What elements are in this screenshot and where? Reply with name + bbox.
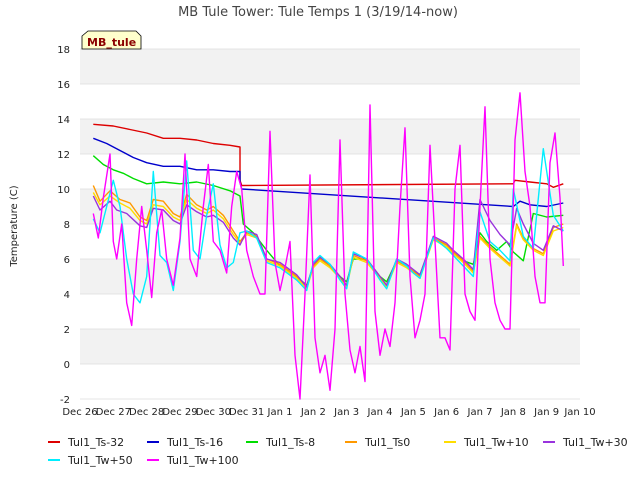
y-tick-label: 16	[57, 80, 70, 91]
x-tick-label: Dec 29	[162, 407, 197, 418]
series-line-tul1-ts-16	[93, 137, 564, 208]
series-line-tul1-tw-100	[92, 92, 564, 400]
chart-title: MB Tule Tower: Tule Temps 1 (3/19/14-now…	[178, 5, 458, 20]
series-line-tul1-ts0	[92, 185, 564, 288]
x-tick-label: Dec 27	[96, 407, 131, 418]
station-badge: MB_tule	[81, 30, 142, 50]
plot-band	[80, 119, 580, 154]
y-tick-label: 12	[57, 150, 70, 161]
y-tick-label: 14	[57, 115, 70, 126]
x-tick-label: Jan 10	[563, 407, 595, 418]
x-tick-label: Dec 31	[229, 407, 264, 418]
series-line-tul1-ts-32	[93, 123, 564, 189]
legend-label: Tul1_Tw+50	[67, 454, 133, 467]
y-tick-label: 18	[57, 45, 70, 56]
y-tick-label: -2	[60, 395, 70, 406]
y-tick-label: 4	[64, 290, 70, 301]
x-tick-label: Jan 4	[367, 407, 393, 418]
y-tick-label: 8	[64, 220, 70, 231]
x-tick-label: Jan 7	[467, 407, 493, 418]
series-line-tul1-ts-8	[92, 155, 564, 286]
plot-band	[80, 49, 580, 84]
x-tick-label: Dec 26	[62, 407, 97, 418]
legend-label: Tul1_Tw+100	[166, 454, 239, 467]
badge-label: MB_tule	[87, 36, 136, 49]
legend-label: Tul1_Tw+10	[463, 436, 529, 449]
y-tick-label: 2	[64, 325, 70, 336]
x-tick-label: Jan 9	[533, 407, 559, 418]
x-tick-label: Jan 6	[433, 407, 459, 418]
series-line-tul1-tw-50	[92, 147, 564, 304]
series-line-tul1-tw-10	[92, 192, 564, 290]
plot-band	[80, 329, 580, 364]
legend-label: Tul1_Ts-16	[166, 436, 223, 449]
series-layer	[92, 92, 564, 400]
x-tick-label: Dec 28	[129, 407, 164, 418]
x-tick-label: Jan 5	[400, 407, 426, 418]
badge-box	[81, 30, 142, 50]
x-tick-label: Dec 30	[196, 407, 231, 418]
y-tick-label: 10	[57, 185, 70, 196]
legend-label: Tul1_Ts-8	[265, 436, 315, 449]
x-tick-label: Jan 2	[300, 407, 326, 418]
y-tick-label: 6	[64, 255, 70, 266]
legend: Tul1_Ts-32 Tul1_Ts-16 Tul1_Ts-8 Tul1_Ts0 Tul…	[48, 436, 628, 467]
legend-label: Tul1_Ts0	[364, 436, 410, 449]
x-tick-label: Jan 3	[333, 407, 359, 418]
legend-label: Tul1_Tw+30	[562, 436, 628, 449]
y-tick-label: 0	[64, 360, 70, 371]
x-tick-label: Jan 8	[500, 407, 526, 418]
y-axis-label: Temperature (C)	[9, 185, 20, 267]
x-tick-label: Jan 1	[267, 407, 293, 418]
legend-label: Tul1_Ts-32	[67, 436, 124, 449]
